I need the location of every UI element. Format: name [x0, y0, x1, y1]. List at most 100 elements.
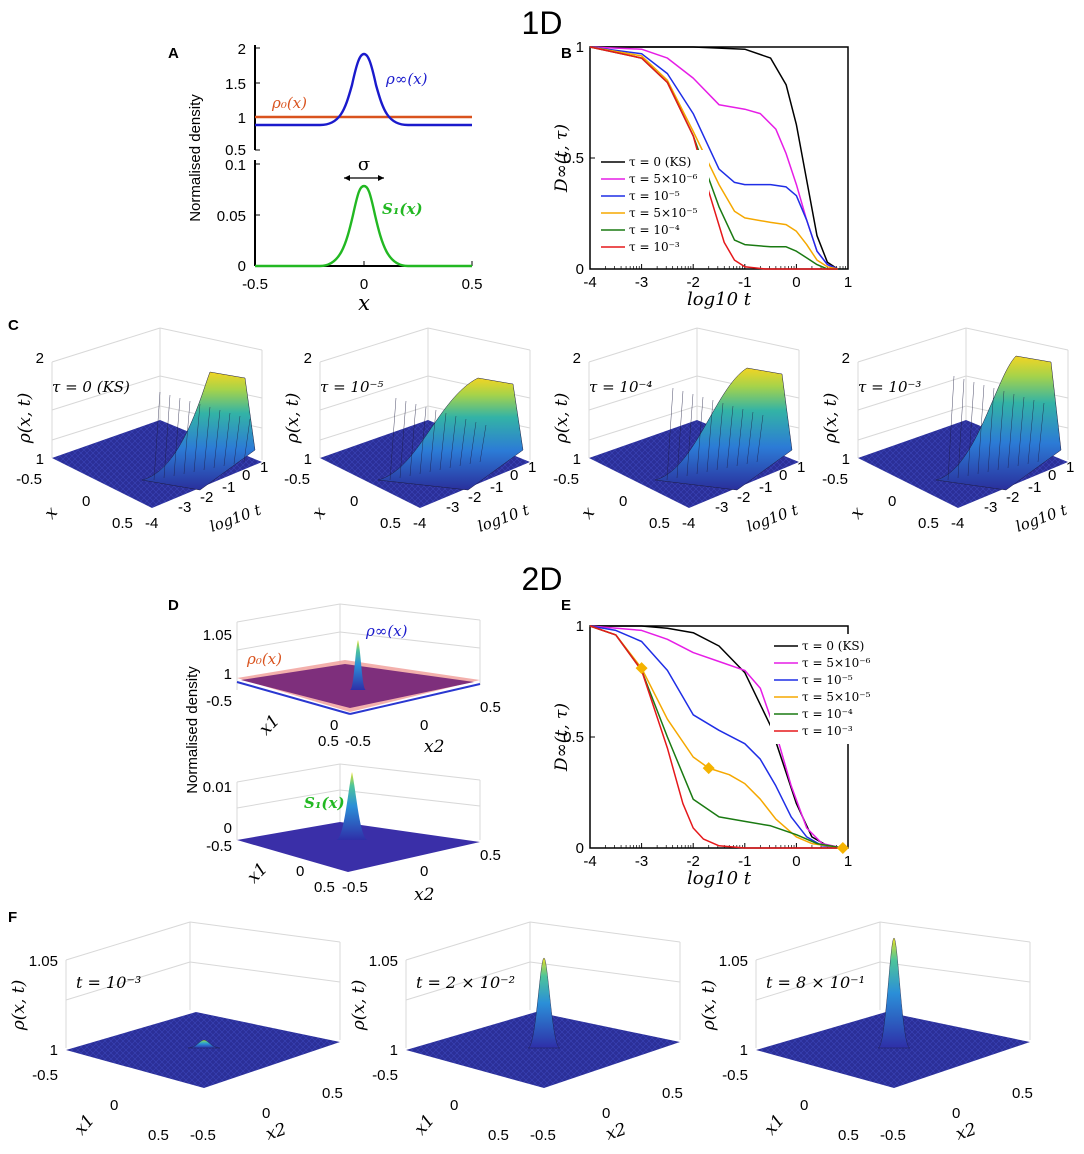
- panel-f-x2label: x2: [603, 1119, 629, 1144]
- surface-meshline: [987, 387, 995, 473]
- surface-meshline: [459, 418, 467, 467]
- rho-inf-label: ρ∞(x): [385, 70, 428, 88]
- panel-c-xlabel: x: [578, 503, 600, 524]
- panel-c-xlabel: x: [309, 503, 331, 524]
- panel-f-x1tick: 0: [800, 1097, 808, 1114]
- panel-d-x1tick: 0: [296, 863, 304, 880]
- panel-a-bottom-ticks: 0.1 0.05 0 -0.5 0 0.5: [217, 157, 483, 293]
- panel-f-x1tick: 0.5: [148, 1127, 169, 1144]
- series-line: [590, 625, 843, 849]
- density-peak: [877, 937, 911, 1049]
- panel-d-x2tick: 0: [420, 717, 428, 734]
- diamond-marker: [702, 762, 715, 775]
- surface-meshline: [439, 412, 447, 471]
- xtick-label: 0: [792, 853, 800, 870]
- surface-meshline: [997, 390, 1005, 471]
- panel-d-bottom-box: [236, 763, 481, 840]
- xtick-label: -2: [687, 274, 700, 291]
- legend-label: τ = 10⁻⁴: [629, 223, 680, 237]
- panel-c-ttick: 1: [260, 459, 268, 476]
- panel-f-x1label: x1: [761, 1111, 789, 1139]
- series-line: [590, 46, 839, 270]
- legend-label: τ = 0 (KS): [802, 639, 864, 653]
- surface-meshline: [756, 414, 764, 463]
- legend-label: τ = 0 (KS): [629, 155, 691, 169]
- surface-ridge: [654, 367, 793, 491]
- panel-c-ttick: 0: [510, 467, 518, 484]
- section-title-2d: 2D: [522, 561, 563, 597]
- panel-d-x1label: x1: [243, 859, 272, 888]
- panel-f-x2label: x2: [263, 1119, 289, 1144]
- panel-d-x1tick: 0: [330, 717, 338, 734]
- panel-f-x1label: x1: [71, 1111, 99, 1139]
- panel-letter-b: B: [561, 45, 572, 62]
- series-line: [589, 625, 843, 849]
- xtick-label: -1: [738, 274, 751, 291]
- surface-meshline: [233, 415, 241, 465]
- panel-d-ztick: 1.05: [203, 627, 232, 644]
- ytick-label: 1: [576, 618, 584, 635]
- panel-f-time-label: t = 8 × 10⁻¹: [766, 973, 865, 992]
- panel-a-ytick: 0.5: [225, 142, 246, 159]
- panel-c-subplot: 21ρ(x, t)τ = 10⁻⁴-0.500.5x-4-3-2-10 1log1…: [552, 327, 805, 536]
- panel-c-zlabel: ρ(x, t): [821, 393, 841, 445]
- panel-c-ttick: -2: [200, 489, 213, 506]
- surface-meshline: [726, 405, 734, 469]
- ytick-label: 0.5: [563, 729, 584, 746]
- surface-meshline: [1007, 393, 1015, 469]
- surface-plane: [406, 1012, 680, 1088]
- legend-label: τ = 10⁻³: [629, 240, 680, 254]
- panel-c-ttick: 0: [779, 467, 787, 484]
- panel-f-x2tick: -0.5: [880, 1127, 906, 1144]
- panel-c-ztick: 2: [842, 350, 850, 367]
- surface-meshline: [419, 406, 427, 475]
- surface-meshline: [183, 400, 191, 475]
- panel-c-ttick: -2: [737, 489, 750, 506]
- legend-label: τ = 10⁻³: [802, 724, 853, 738]
- s1-peak: [336, 772, 368, 840]
- xtick-label: 1: [844, 853, 852, 870]
- panel-c-zlabel: ρ(x, t): [283, 393, 303, 445]
- panel-d-x2tick: 0: [420, 863, 428, 880]
- panel-d-rho-inf-label: ρ∞(x): [365, 622, 408, 640]
- panel-f-zlabel: ρ(x, t): [349, 980, 369, 1032]
- panel-c-tlabel: log10 t: [475, 500, 532, 535]
- panel-c-ttick: 1: [1066, 459, 1074, 476]
- panel-c-xtick: 0: [82, 493, 90, 510]
- panel-d-x2label: x2: [414, 885, 434, 905]
- panel-c-ztick: 1: [842, 451, 850, 468]
- s1-curve: [255, 184, 472, 268]
- panel-d-s1-label: S₁(x): [304, 794, 345, 812]
- rho-inf-peak: [350, 640, 366, 690]
- panel-c-xtick: 0.5: [112, 515, 133, 532]
- legend-box: [597, 150, 709, 260]
- series-line: [589, 46, 838, 270]
- surface-meshline: [676, 390, 684, 479]
- panel-c-ttick: -4: [145, 515, 158, 532]
- panel-d: Normalised density ρ₀(x) ρ∞(x) 1.05 1 -0…: [184, 603, 501, 905]
- panel-c-xlabel: x: [847, 503, 869, 524]
- legend-label: τ = 10⁻⁵: [802, 673, 853, 687]
- rho-inf-edge: [349, 683, 481, 715]
- rho0-label: ρ₀(x): [271, 94, 307, 112]
- xtick-label: 0: [792, 274, 800, 291]
- xtick-label: -2: [687, 853, 700, 870]
- panel-f-x1label: x1: [411, 1111, 439, 1139]
- section-title-1d: 1D: [522, 5, 563, 41]
- series-line: [589, 625, 843, 849]
- panel-d-x1tick: 0.5: [314, 879, 335, 896]
- surface-meshline: [429, 409, 437, 473]
- panel-c-ttick: -4: [682, 515, 695, 532]
- legend-label: τ = 5×10⁻⁶: [802, 656, 871, 670]
- sigma-arrow: [344, 175, 384, 181]
- s1-base: [237, 822, 480, 872]
- surface-meshline: [1017, 396, 1025, 467]
- panel-f-zlabel: ρ(x, t): [9, 980, 29, 1032]
- surface-meshline: [967, 381, 975, 477]
- panel-d-x1label: x1: [255, 711, 284, 740]
- surface-meshline: [409, 403, 417, 477]
- surface-meshline: [399, 400, 407, 479]
- panel-c-xtick: 0.5: [380, 515, 401, 532]
- panel-f-x1tick: 0.5: [488, 1127, 509, 1144]
- panel-f: 1.05 1 -0.5 ρ(x, t) t = 10⁻³ 0 0.5 -0.5 0 0.5 x1 x2…: [9, 921, 1033, 1145]
